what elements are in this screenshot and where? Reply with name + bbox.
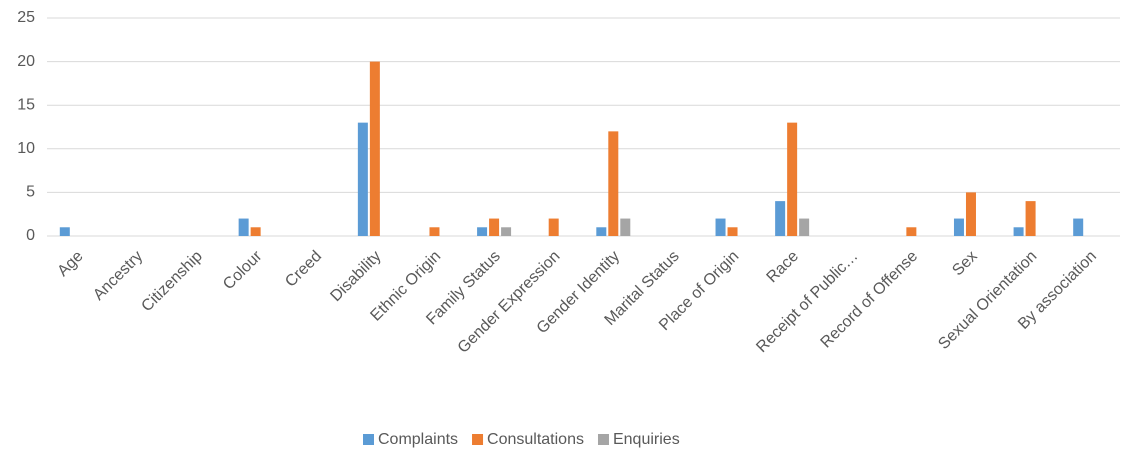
bar bbox=[787, 122, 798, 236]
bar bbox=[1013, 227, 1024, 236]
legend-label: Consultations bbox=[487, 431, 584, 448]
y-tick-label: 10 bbox=[17, 140, 35, 157]
bar bbox=[238, 218, 249, 236]
legend-swatch bbox=[472, 434, 484, 445]
legend-swatch bbox=[363, 434, 374, 445]
legend-label: Enquiries bbox=[613, 431, 680, 448]
bar bbox=[489, 218, 500, 236]
x-tick-label: Receipt of Public… bbox=[753, 248, 861, 356]
bar bbox=[608, 131, 619, 236]
bar bbox=[953, 218, 964, 236]
bar bbox=[59, 227, 70, 236]
x-tick-label: Disability bbox=[327, 248, 384, 305]
bar bbox=[548, 218, 559, 236]
bar bbox=[1025, 201, 1036, 236]
bar bbox=[906, 227, 917, 236]
y-tick-label: 25 bbox=[17, 9, 35, 26]
x-tick-label: Sexual Orientation bbox=[935, 248, 1040, 353]
y-tick-label: 15 bbox=[17, 96, 35, 113]
x-tick-label: Age bbox=[54, 248, 86, 280]
bar bbox=[477, 227, 488, 236]
bar bbox=[369, 61, 380, 236]
x-tick-label: Citizenship bbox=[138, 248, 205, 315]
bar bbox=[250, 227, 261, 236]
y-tick-label: 5 bbox=[26, 184, 35, 201]
bar bbox=[799, 218, 810, 236]
bar bbox=[965, 192, 976, 236]
bar bbox=[1073, 218, 1084, 236]
x-tick-label: Gender Expression bbox=[455, 248, 564, 357]
bar bbox=[775, 201, 786, 236]
legend-label: Complaints bbox=[378, 431, 458, 448]
y-tick-label: 0 bbox=[26, 227, 35, 244]
bar bbox=[715, 218, 726, 236]
x-tick-label: Creed bbox=[282, 248, 325, 291]
bar bbox=[596, 227, 607, 236]
legend-swatch bbox=[597, 434, 609, 445]
x-tick-label: Ancestry bbox=[90, 248, 146, 304]
x-tick-label: Race bbox=[764, 248, 803, 287]
bar bbox=[620, 218, 631, 236]
x-tick-label: Sex bbox=[949, 248, 981, 280]
bar bbox=[501, 227, 512, 236]
bar bbox=[357, 122, 368, 236]
x-tick-label: Colour bbox=[220, 247, 266, 293]
bar bbox=[429, 227, 440, 236]
y-tick-label: 20 bbox=[17, 53, 35, 70]
bar bbox=[727, 227, 738, 236]
